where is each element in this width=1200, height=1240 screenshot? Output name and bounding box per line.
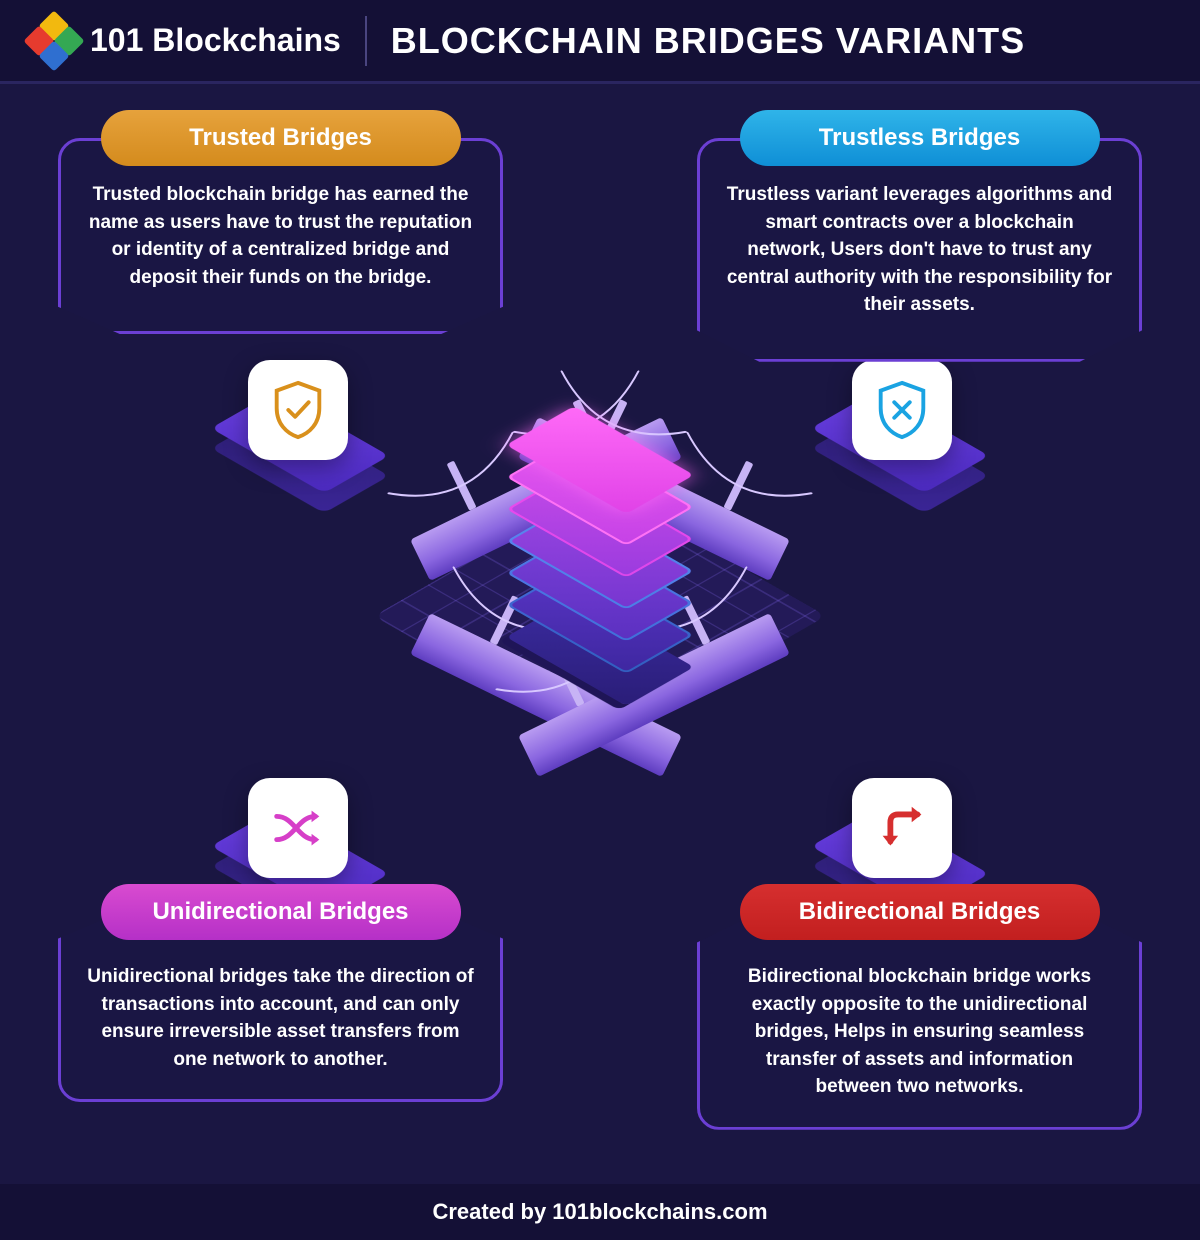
shield-x-icon bbox=[871, 379, 933, 441]
tower bbox=[515, 404, 685, 704]
footer: Created by 101blockchains.com bbox=[0, 1184, 1200, 1240]
brand-logo-icon bbox=[30, 17, 78, 65]
brand: 101 Blockchains bbox=[30, 17, 341, 65]
card-unidirectional-title: Unidirectional Bridges bbox=[101, 884, 461, 940]
card-trustless: Trustless Bridges Trustless variant leve… bbox=[697, 110, 1142, 362]
card-bidirectional: Bidirectional Bridges Bidirectional bloc… bbox=[697, 884, 1142, 1130]
card-trusted-title: Trusted Bridges bbox=[101, 110, 461, 166]
card-trusted-body: Trusted blockchain bridge has earned the… bbox=[58, 138, 503, 334]
header: 101 Blockchains BLOCKCHAIN BRIDGES VARIA… bbox=[0, 0, 1200, 84]
main: Trusted Bridges Trusted blockchain bridg… bbox=[0, 84, 1200, 1184]
card-bidirectional-body: Bidirectional blockchain bridge works ex… bbox=[697, 912, 1142, 1130]
card-unidirectional: Unidirectional Bridges Unidirectional br… bbox=[58, 884, 503, 1102]
card-trustless-body: Trustless variant leverages algorithms a… bbox=[697, 138, 1142, 362]
center-illustration bbox=[340, 304, 860, 824]
unidirectional-icon-tile bbox=[248, 778, 348, 878]
card-trustless-title: Trustless Bridges bbox=[740, 110, 1100, 166]
trustless-icon-tile bbox=[852, 360, 952, 460]
trusted-icon-tile bbox=[248, 360, 348, 460]
swap-icon bbox=[871, 797, 933, 859]
card-trusted: Trusted Bridges Trusted blockchain bridg… bbox=[58, 110, 503, 334]
bidirectional-icon-tile bbox=[852, 778, 952, 878]
footer-text: Created by 101blockchains.com bbox=[432, 1199, 767, 1225]
shuffle-icon bbox=[267, 797, 329, 859]
card-bidirectional-title: Bidirectional Bridges bbox=[740, 884, 1100, 940]
card-unidirectional-body: Unidirectional bridges take the directio… bbox=[58, 912, 503, 1102]
shield-check-icon bbox=[267, 379, 329, 441]
brand-text: 101 Blockchains bbox=[90, 22, 341, 59]
header-divider bbox=[365, 16, 367, 66]
page-title: BLOCKCHAIN BRIDGES VARIANTS bbox=[391, 20, 1025, 62]
